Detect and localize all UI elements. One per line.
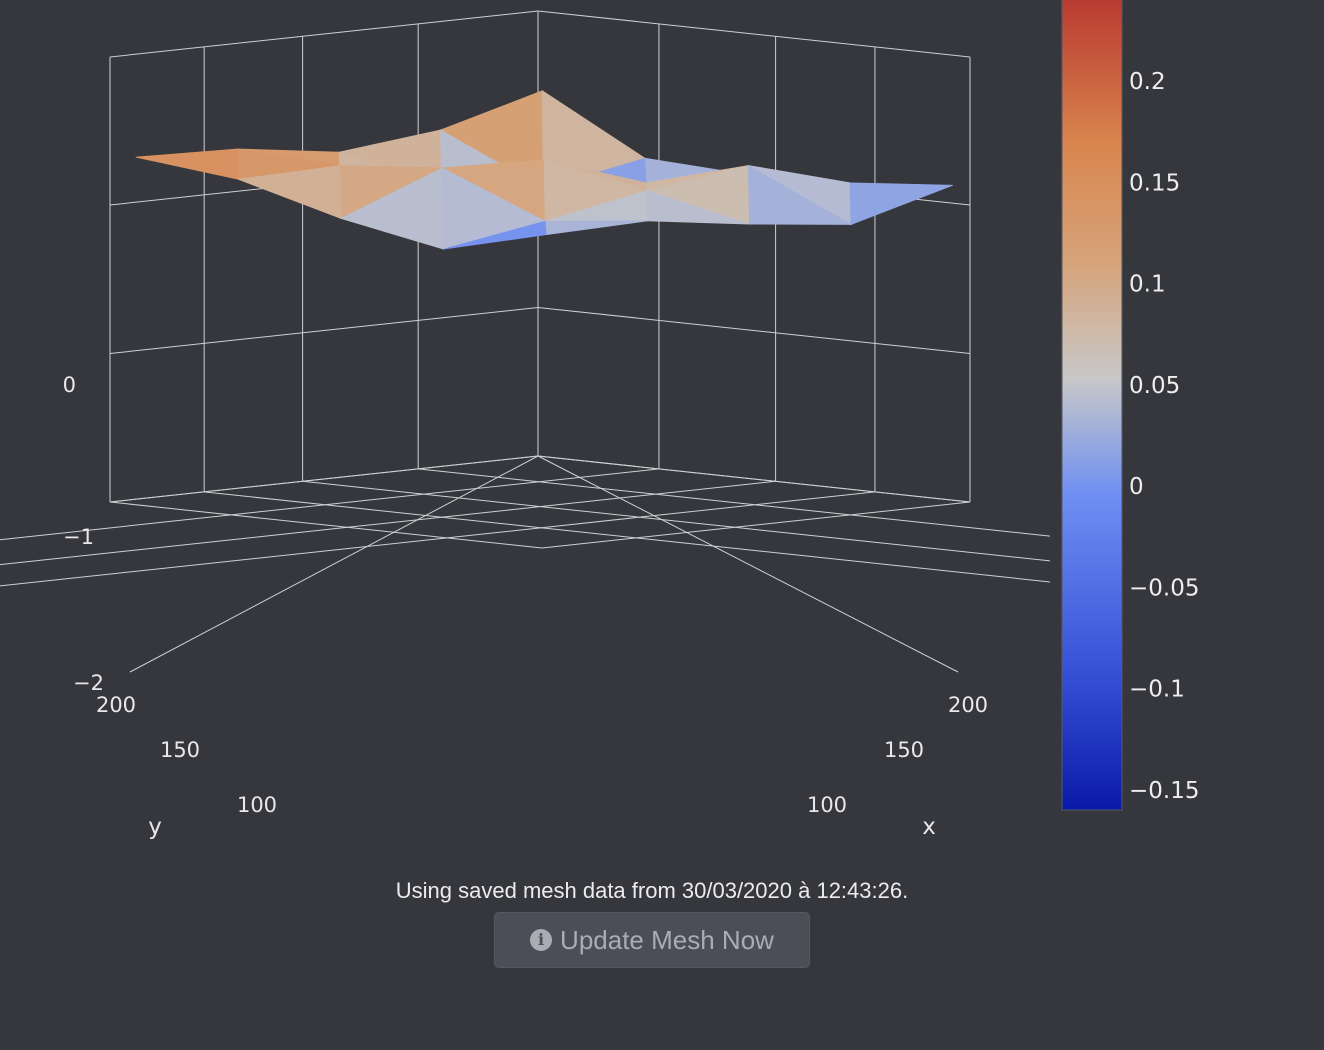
colorbar-tick: 0.1 xyxy=(1129,272,1166,298)
surface-facet xyxy=(747,164,853,225)
update-mesh-button[interactable]: i Update Mesh Now xyxy=(494,912,810,968)
z-tick-minus-1: −1 xyxy=(63,525,94,549)
info-icon: i xyxy=(530,929,553,951)
mesh-surface xyxy=(135,90,953,250)
colorbar-tick: 0 xyxy=(1129,474,1144,500)
x-tick-100: 100 xyxy=(807,793,847,817)
surface-facet xyxy=(544,220,648,236)
x-tick-150: 150 xyxy=(884,738,924,762)
floor-gridline xyxy=(347,480,776,528)
floor-gridline xyxy=(302,480,735,528)
floor-gridline xyxy=(230,468,660,516)
floor-gridline xyxy=(734,526,1050,562)
x-tick-200: 200 xyxy=(948,693,988,717)
surface-facet xyxy=(443,220,547,250)
colorbar-tick: −0.1 xyxy=(1129,677,1185,703)
wall-right-gridline xyxy=(537,10,971,58)
surface-facet xyxy=(238,165,342,219)
colorbar-tick: 0.2 xyxy=(1129,69,1166,95)
wall-right-gridline xyxy=(537,307,971,354)
colorbar-gradient xyxy=(1061,0,1123,811)
y-tick-200: 200 xyxy=(96,693,136,717)
floor-gridline xyxy=(418,468,851,516)
surface-facet xyxy=(646,190,750,225)
floor-gridline xyxy=(204,491,637,539)
colorbar-tick: 0.15 xyxy=(1129,170,1180,196)
wall-left-gridline xyxy=(109,10,539,58)
scene-grid xyxy=(0,10,1050,673)
axis-edge xyxy=(129,455,539,673)
surface-plot[interactable]: 0 −1 −2 200 150 100 y 200 150 100 x −0.1… xyxy=(0,0,1324,860)
y-axis-ticks: 200 150 100 y xyxy=(96,693,277,840)
y-tick-100: 100 xyxy=(237,793,277,817)
z-axis-ticks: 0 −1 −2 xyxy=(63,373,104,695)
y-axis-title: y xyxy=(148,814,162,840)
surface-facet xyxy=(849,182,953,226)
floor-gridline xyxy=(0,526,348,566)
mesh-status-message: Using saved mesh data from 30/03/2020 à … xyxy=(395,878,909,903)
floor-gridline xyxy=(541,501,971,549)
floor-gridline xyxy=(0,514,232,541)
z-tick-0: 0 xyxy=(63,373,76,397)
x-axis-ticks: 200 150 100 x xyxy=(807,693,988,840)
surface-facet xyxy=(135,148,239,180)
floor-gridline xyxy=(109,455,539,503)
x-axis-title: x xyxy=(922,814,936,840)
colorbar-tick: 0.05 xyxy=(1129,373,1180,399)
update-mesh-button-label: Update Mesh Now xyxy=(560,924,774,955)
z-tick-minus-2: −2 xyxy=(73,671,104,695)
colorbar: −0.15 −0.1 −0.05 0 0.05 0.1 0.15 0.2 xyxy=(1061,0,1199,811)
wall-left-gridline xyxy=(109,307,539,354)
floor-gridline xyxy=(109,501,543,549)
floor-gridline xyxy=(537,455,971,503)
axis-edge xyxy=(537,455,959,673)
floor-gridline xyxy=(850,514,1050,537)
floor-gridline xyxy=(636,537,1050,583)
colorbar-tick: −0.05 xyxy=(1129,575,1199,601)
colorbar-tick: −0.15 xyxy=(1129,778,1199,804)
floor-gridline xyxy=(446,491,876,539)
y-tick-150: 150 xyxy=(160,738,200,762)
floor-gridline xyxy=(0,537,448,587)
